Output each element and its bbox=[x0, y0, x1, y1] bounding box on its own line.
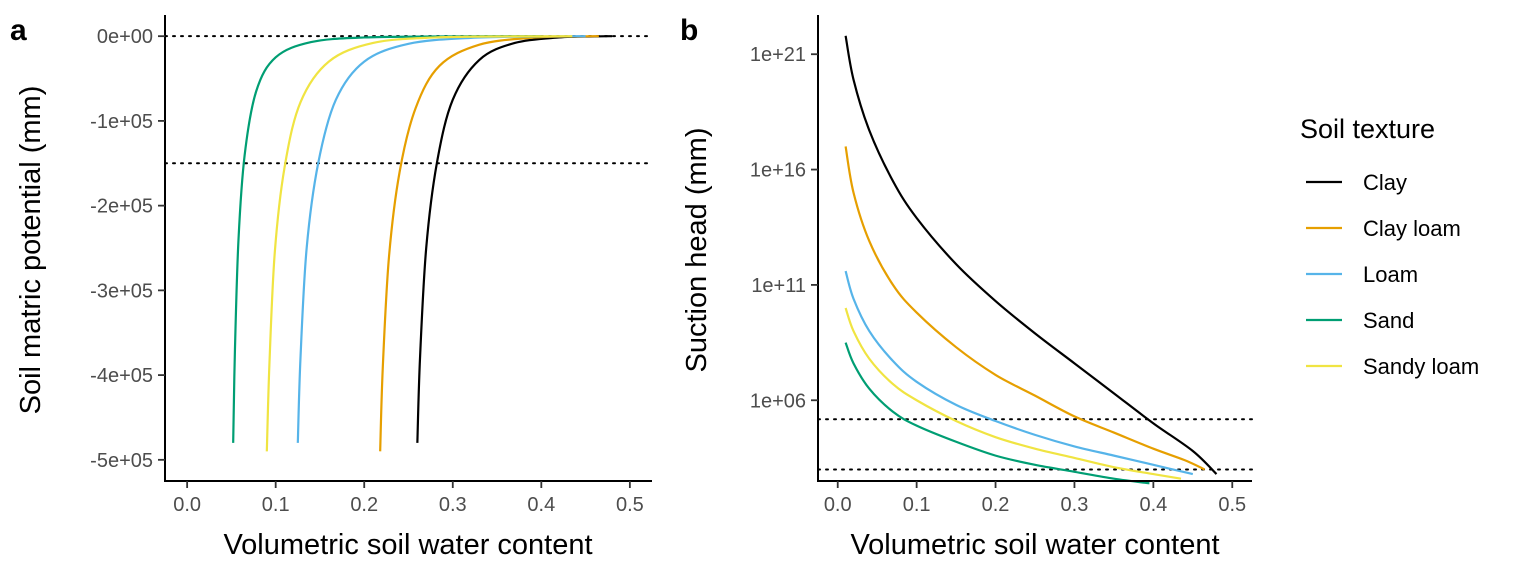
panel-a-y-tick-label: -2e+05 bbox=[90, 196, 153, 218]
panel-b-reference-lines bbox=[817, 418, 1253, 471]
panel-a-x-tick-label: 0.2 bbox=[350, 494, 378, 516]
panel-b-tag: b bbox=[680, 14, 698, 47]
panel-a-tag: a bbox=[10, 14, 27, 47]
panel-a-x-tick-label: 0.0 bbox=[173, 494, 201, 516]
panel-a-series bbox=[232, 35, 613, 452]
panel-b-y-tick-label: 1e+11 bbox=[751, 275, 806, 297]
panel-a-x-axis-title: Volumetric soil water content bbox=[223, 529, 592, 561]
panel-b-x-tick-label: 0.3 bbox=[1061, 494, 1089, 516]
panel-b-x-tick-label: 0.0 bbox=[824, 494, 852, 516]
legend-label-clay-loam: Clay loam bbox=[1363, 216, 1461, 241]
legend-label-loam: Loam bbox=[1363, 262, 1418, 287]
legend-label-sand: Sand bbox=[1363, 308, 1414, 333]
panel-a-series-line-sand bbox=[232, 35, 542, 443]
panel-a-y-tick-label: -4e+05 bbox=[90, 365, 153, 387]
panel-b-y-axis-title: Suction head (mm) bbox=[681, 128, 713, 373]
legend-label-sandy-loam: Sandy loam bbox=[1363, 354, 1479, 379]
panel-b-series bbox=[844, 35, 1218, 485]
legend-entries: Clay Clay loam Loam Sand Sandy loam bbox=[1306, 170, 1479, 379]
panel-b-x-axis-title: Volumetric soil water content bbox=[850, 529, 1219, 561]
legend-label-clay: Clay bbox=[1363, 170, 1407, 195]
panel-a-series-line-sandy-loam bbox=[265, 35, 573, 452]
panel-a-x-tick-label: 0.3 bbox=[439, 494, 467, 516]
panel-b-series-line-sandy-loam bbox=[844, 307, 1182, 480]
legend: Soil texture Clay Clay loam Loam Sand Sandy … bbox=[1300, 114, 1479, 379]
panel-a: a 0.0 0.1 0.2 0.3 0.4 0.5 0e+00 -1e+05 -2e+05 -3e… bbox=[10, 14, 653, 561]
panel-a-y-tick-label: -5e+05 bbox=[90, 450, 153, 472]
panel-b-y-tick-label: 1e+16 bbox=[750, 160, 806, 182]
panel-a-axes: 0.0 0.1 0.2 0.3 0.4 0.5 0e+00 -1e+05 -2e+05 -3e+0… bbox=[90, 15, 652, 516]
panel-a-x-tick-label: 0.4 bbox=[527, 494, 555, 516]
panel-a-y-tick-label: -3e+05 bbox=[90, 280, 153, 302]
panel-b-x-tick-label: 0.4 bbox=[1139, 494, 1167, 516]
panel-b-y-tick-label: 1e+06 bbox=[750, 390, 806, 412]
panel-a-reference-lines bbox=[164, 35, 653, 165]
panel-a-x-tick-label: 0.5 bbox=[616, 494, 644, 516]
panel-a-series-line-clay bbox=[416, 35, 613, 443]
panel-a-x-tick-label: 0.1 bbox=[262, 494, 290, 516]
panel-b-y-tick-label: 1e+21 bbox=[750, 44, 806, 66]
panel-b-x-tick-label: 0.2 bbox=[982, 494, 1010, 516]
panel-b: b 0.0 0.1 0.2 0.3 0.4 0.5 1e+06 1e+11 1e+16 1e+21… bbox=[680, 14, 1253, 561]
panel-a-y-tick-label: 0e+00 bbox=[97, 26, 153, 48]
legend-title: Soil texture bbox=[1300, 114, 1435, 144]
panel-b-series-line-loam bbox=[844, 270, 1194, 476]
panel-a-series-line-loam bbox=[296, 35, 586, 443]
panel-b-axes: 0.0 0.1 0.2 0.3 0.4 0.5 1e+06 1e+11 1e+16 1e+21 bbox=[750, 15, 1252, 516]
panel-b-series-line-clay bbox=[844, 35, 1218, 475]
panel-a-y-axis-title: Soil matric potential (mm) bbox=[15, 86, 47, 415]
panel-b-x-tick-label: 0.1 bbox=[903, 494, 931, 516]
panel-b-series-line-sand bbox=[844, 342, 1150, 485]
panel-b-series-line-clay-loam bbox=[844, 146, 1206, 471]
panel-b-x-tick-label: 0.5 bbox=[1218, 494, 1246, 516]
panel-a-y-tick-label: -1e+05 bbox=[90, 111, 153, 133]
panel-a-series-line-clay-loam bbox=[379, 35, 599, 452]
